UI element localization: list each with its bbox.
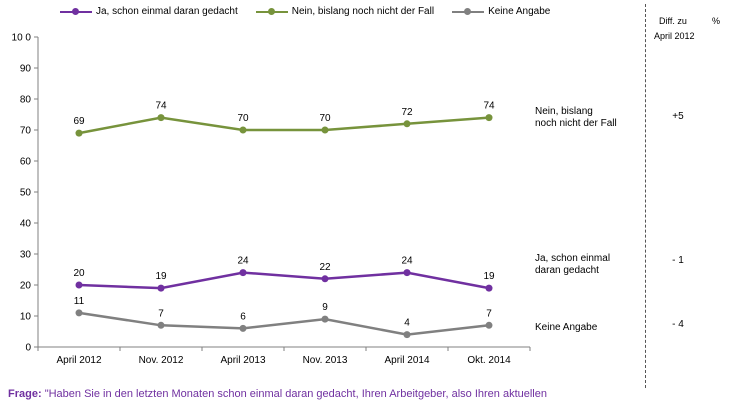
legend-label-nein: Nein, bislang noch nicht der Fall bbox=[291, 6, 435, 17]
end-label-ja-line1: Ja, schon einmal bbox=[535, 253, 611, 264]
diff-header-line2: April 2012 bbox=[654, 31, 695, 41]
data-label-2: 9 bbox=[322, 302, 328, 313]
data-point-1 bbox=[403, 120, 411, 128]
y-tick-label: 0 bbox=[25, 343, 31, 354]
y-tick-label: 20 bbox=[20, 281, 32, 292]
y-tick-label: 50 bbox=[20, 188, 32, 199]
data-label-2: 7 bbox=[486, 308, 492, 319]
diff-value-keine: - 4 bbox=[672, 319, 684, 330]
end-label-ja-line2: daran gedacht bbox=[535, 265, 599, 276]
end-label-keine-line1: Keine Angabe bbox=[535, 322, 598, 333]
data-point-2 bbox=[485, 321, 493, 329]
end-label-nein: Nein, bislang noch nicht der Fall bbox=[535, 106, 645, 130]
data-label-0: 22 bbox=[319, 262, 331, 273]
data-point-0 bbox=[239, 269, 247, 277]
data-label-1: 74 bbox=[483, 101, 495, 112]
data-label-1: 69 bbox=[73, 116, 85, 127]
legend-item-ja: Ja, schon einmal daran gedacht bbox=[60, 6, 238, 17]
data-point-2 bbox=[321, 315, 329, 323]
series-line-1 bbox=[78, 116, 490, 135]
x-tick-label: Nov. 2012 bbox=[139, 355, 184, 366]
data-point-0 bbox=[403, 269, 411, 277]
y-tick-label: 10 bbox=[20, 312, 32, 323]
diff-divider bbox=[645, 4, 646, 388]
data-point-0 bbox=[157, 284, 165, 292]
y-tick-label: 80 bbox=[20, 95, 32, 106]
legend-swatch-nein bbox=[255, 7, 288, 17]
x-tick-label: April 2014 bbox=[384, 355, 429, 366]
legend-swatch-keine bbox=[452, 7, 485, 17]
legend: Ja, schon einmal daran gedacht Nein, bis… bbox=[60, 6, 550, 17]
legend-label-keine: Keine Angabe bbox=[488, 6, 551, 17]
data-label-0: 24 bbox=[237, 256, 249, 267]
data-point-1 bbox=[239, 126, 247, 134]
y-tick-label: 90 bbox=[20, 64, 32, 75]
y-tick-label: 40 bbox=[20, 219, 32, 230]
data-label-1: 72 bbox=[401, 107, 413, 118]
x-tick-label: April 2013 bbox=[220, 355, 265, 366]
data-label-1: 70 bbox=[237, 113, 249, 124]
diff-value-nein: +5 bbox=[672, 111, 684, 122]
end-label-nein-line1: Nein, bislang bbox=[535, 106, 593, 117]
diff-header-line1: Diff. zu bbox=[659, 16, 687, 26]
data-point-2 bbox=[75, 309, 83, 317]
data-point-2 bbox=[239, 324, 247, 332]
data-label-0: 24 bbox=[401, 256, 413, 267]
end-label-keine: Keine Angabe bbox=[535, 322, 645, 334]
legend-label-ja: Ja, schon einmal daran gedacht bbox=[96, 6, 238, 17]
question-label: Frage: bbox=[8, 388, 42, 400]
data-label-2: 4 bbox=[404, 318, 410, 329]
y-tick-label: 30 bbox=[20, 250, 32, 261]
question-text: "Haben Sie in den letzten Monaten schon … bbox=[44, 388, 547, 400]
legend-swatch-ja bbox=[60, 7, 92, 17]
data-point-2 bbox=[157, 321, 165, 329]
legend-item-keine: Keine Angabe bbox=[452, 6, 550, 17]
data-point-1 bbox=[75, 129, 83, 137]
y-tick-label: 60 bbox=[20, 157, 32, 168]
data-point-0 bbox=[485, 284, 493, 292]
data-label-2: 7 bbox=[158, 308, 164, 319]
data-label-1: 74 bbox=[155, 101, 167, 112]
data-point-2 bbox=[403, 331, 411, 339]
data-label-0: 20 bbox=[73, 268, 85, 279]
data-point-0 bbox=[75, 281, 83, 289]
data-point-0 bbox=[321, 275, 329, 283]
data-point-1 bbox=[485, 114, 493, 122]
question-footer: Frage: "Haben Sie in den letzten Monaten… bbox=[8, 388, 547, 400]
x-tick-label: Okt. 2014 bbox=[467, 355, 511, 366]
data-point-1 bbox=[321, 126, 329, 134]
series-line-0 bbox=[78, 271, 490, 290]
data-label-2: 11 bbox=[74, 296, 85, 307]
data-label-1: 70 bbox=[319, 113, 331, 124]
data-label-0: 19 bbox=[155, 271, 167, 282]
y-tick-label: 70 bbox=[20, 126, 32, 137]
end-label-nein-line2: noch nicht der Fall bbox=[535, 118, 617, 129]
data-point-1 bbox=[157, 114, 165, 122]
series-line-2 bbox=[78, 311, 490, 336]
x-tick-label: Nov. 2013 bbox=[303, 355, 348, 366]
x-tick-label: April 2012 bbox=[56, 355, 101, 366]
data-label-0: 19 bbox=[483, 271, 495, 282]
y-tick-label: 10 0 bbox=[12, 33, 32, 44]
legend-item-nein: Nein, bislang noch nicht der Fall bbox=[255, 6, 435, 17]
diff-value-ja: - 1 bbox=[672, 255, 684, 266]
diff-header-unit: % bbox=[712, 16, 721, 26]
data-label-2: 6 bbox=[240, 311, 246, 322]
end-label-ja: Ja, schon einmal daran gedacht bbox=[535, 253, 645, 277]
